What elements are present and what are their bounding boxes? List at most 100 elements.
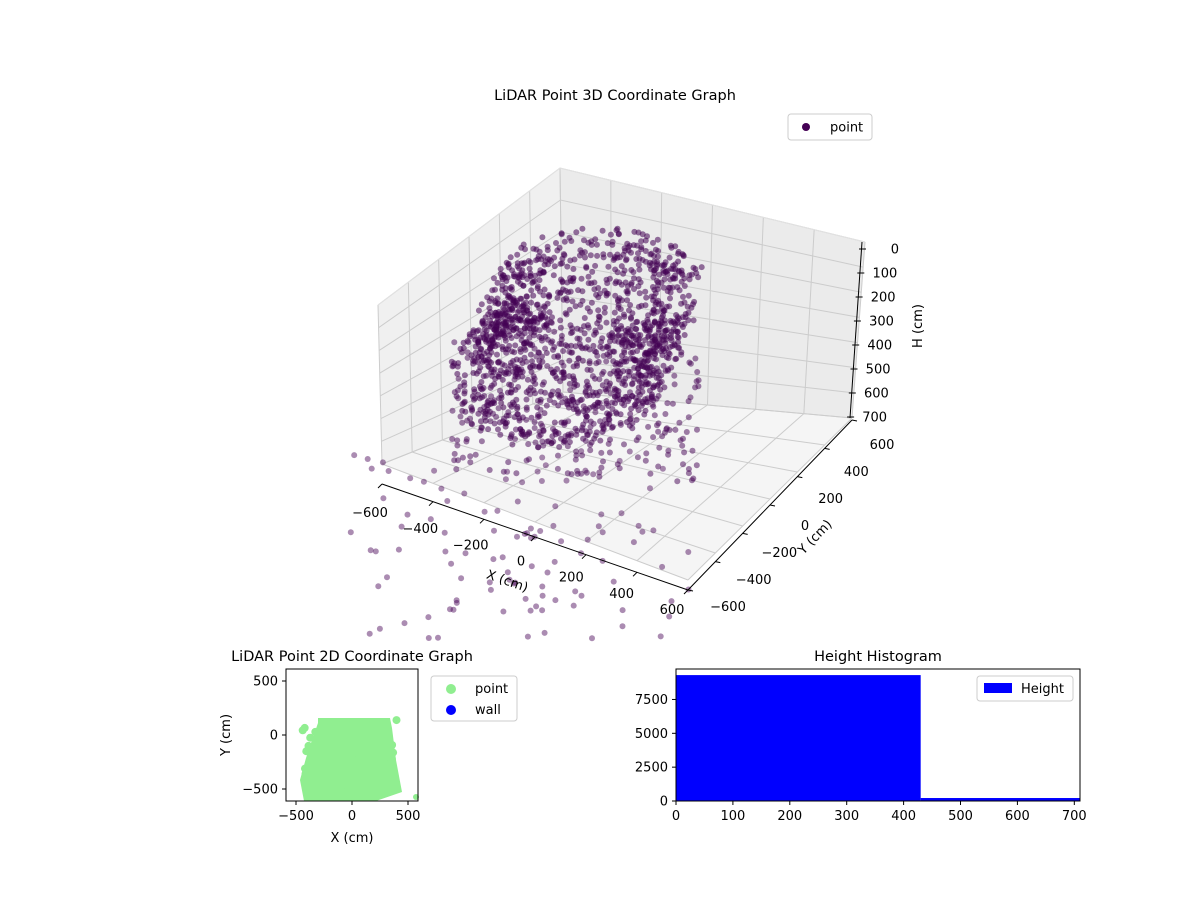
point-marker: [541, 629, 548, 636]
point-marker: [595, 523, 602, 530]
point-marker: [530, 324, 537, 331]
point-marker: [447, 606, 453, 613]
point-marker: [523, 396, 530, 403]
h-tick-label: 400: [867, 339, 892, 354]
point-marker: [301, 769, 310, 778]
point-marker: [518, 244, 525, 251]
point-marker: [635, 250, 641, 257]
point-marker: [568, 342, 575, 349]
point-marker: [644, 381, 651, 388]
point-marker: [636, 266, 643, 273]
y-tick-label: 200: [818, 492, 843, 507]
point-marker: [525, 258, 532, 264]
point-marker: [359, 766, 368, 775]
point-marker: [533, 353, 540, 360]
point-marker: [454, 442, 461, 449]
point-marker: [551, 419, 558, 426]
point-marker: [540, 253, 547, 260]
point-marker: [589, 268, 596, 275]
point-marker: [385, 468, 392, 474]
point-marker: [555, 452, 561, 459]
chart-3d: LiDAR Point 3D Coordinate Graph −600 −400…: [347, 88, 926, 642]
point-marker: [380, 731, 389, 739]
point-marker: [552, 597, 559, 604]
point-marker: [663, 268, 670, 275]
point-marker: [586, 428, 593, 435]
point-marker: [548, 366, 555, 373]
point-marker: [581, 323, 587, 330]
point-marker: [534, 283, 541, 290]
point-marker: [683, 429, 690, 435]
grid-line: [381, 391, 853, 465]
point-marker: [685, 470, 692, 477]
point-marker: [623, 358, 630, 365]
point-marker: [531, 425, 538, 431]
grid-line: [377, 304, 383, 465]
point-marker: [694, 426, 700, 433]
point-marker: [552, 373, 559, 380]
point-marker: [511, 414, 518, 421]
point-marker: [517, 348, 524, 355]
point-marker: [607, 390, 614, 397]
point-marker: [486, 364, 493, 370]
point-marker: [463, 436, 470, 443]
point-marker: [581, 237, 587, 244]
point-marker: [586, 358, 593, 365]
point-marker: [554, 294, 561, 301]
point-marker: [332, 749, 341, 758]
point-marker: [459, 419, 466, 426]
point-marker: [560, 348, 567, 354]
point-marker: [650, 434, 657, 441]
point-marker: [599, 404, 606, 411]
point-marker: [528, 414, 535, 421]
point-marker: [589, 635, 595, 642]
y-tick: [824, 447, 830, 450]
point-marker: [537, 288, 543, 295]
point-marker: [667, 276, 674, 283]
point-marker: [599, 529, 606, 536]
point-marker: [523, 406, 530, 413]
point-marker: [475, 410, 482, 417]
point-marker: [509, 441, 516, 448]
point-marker: [435, 634, 441, 641]
point-marker: [388, 741, 397, 749]
point-marker: [652, 350, 659, 357]
point-marker: [481, 392, 488, 399]
point-marker: [675, 334, 682, 341]
point-marker: [641, 375, 648, 381]
point-marker: [549, 433, 556, 440]
point-marker: [534, 468, 541, 475]
point-marker: [602, 416, 609, 423]
point-marker: [544, 569, 551, 576]
point-marker: [451, 450, 458, 457]
point-marker: [475, 368, 482, 375]
point-marker: [651, 293, 657, 300]
point-marker: [544, 363, 551, 369]
x-tick-label: 200: [559, 571, 584, 586]
point-marker: [526, 334, 533, 341]
point-marker: [351, 452, 358, 459]
point-marker: [541, 286, 548, 293]
point-marker: [511, 376, 518, 383]
point-marker: [637, 332, 644, 339]
point-marker: [519, 428, 526, 435]
point-marker: [598, 449, 605, 456]
point-marker: [564, 263, 571, 270]
point-marker: [625, 398, 631, 405]
point-marker: [527, 272, 534, 279]
point-marker: [573, 360, 580, 367]
point-marker: [588, 299, 595, 306]
point-marker: [580, 403, 587, 410]
point-marker: [527, 310, 534, 317]
point-marker: [616, 279, 623, 286]
point-marker: [660, 284, 667, 291]
point-marker: [558, 538, 565, 545]
point-marker: [611, 309, 618, 316]
point-marker: [486, 298, 493, 305]
point-marker: [467, 415, 473, 422]
point-marker: [505, 294, 512, 301]
point-marker: [539, 583, 546, 590]
point-marker: [676, 419, 683, 426]
point-marker: [457, 413, 464, 420]
x-tick-label: 100: [720, 809, 745, 824]
